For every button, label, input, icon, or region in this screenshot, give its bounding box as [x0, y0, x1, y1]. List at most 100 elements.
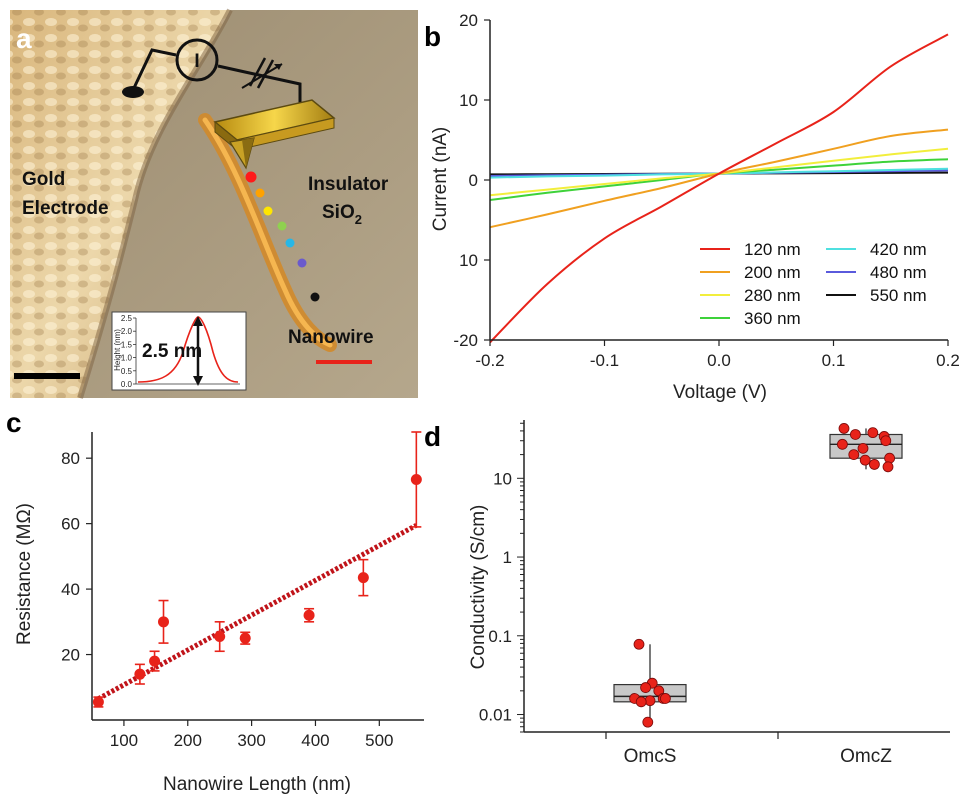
measurement-dot — [245, 171, 257, 183]
panel-c-xtick-label: 100 — [110, 731, 138, 750]
data-point — [303, 609, 315, 621]
box-data-point — [859, 454, 871, 466]
inset-tick-label: 1.0 — [121, 354, 133, 363]
afm-tip-icon — [213, 99, 336, 170]
data-point — [158, 616, 170, 628]
panel-c-label: c — [6, 407, 22, 438]
box-data-point — [869, 459, 880, 470]
measurement-dot — [263, 206, 273, 216]
panel-c-xtick-label: 300 — [237, 731, 265, 750]
panel-b-ylabel: Current (nA) — [430, 127, 451, 232]
measurement-dots — [245, 171, 320, 302]
panel-c-xlabel: Nanowire Length (nm) — [163, 774, 351, 795]
panel-b-xtick-label: -0.1 — [590, 351, 619, 370]
box-data-point — [837, 438, 848, 450]
panel-b-xtick-label: 0.0 — [707, 351, 731, 370]
panel-a-micrograph: I a Gold Electrode Insulator SiO2 Nanowi… — [10, 8, 418, 399]
panel-c-xtick-label: 400 — [301, 731, 329, 750]
panel-d-label: d — [424, 421, 441, 452]
linear-fit-line — [97, 523, 418, 701]
panel-b-ytick-label: 10 — [459, 251, 478, 270]
panel-b-xlabel: Voltage (V) — [673, 382, 767, 403]
panel-b-xtick-label: 0.2 — [936, 351, 960, 370]
panel-c-xtick-label: 200 — [174, 731, 202, 750]
panel-c-ytick-label: 60 — [61, 515, 80, 534]
measurement-dot — [310, 292, 320, 302]
box-data-point — [635, 696, 647, 708]
panel-c-xtick-label: 500 — [365, 731, 393, 750]
panel-b-ytick-label: -20 — [453, 331, 478, 350]
inset-tick-label: 2.0 — [121, 327, 133, 336]
measurement-dot — [297, 258, 307, 268]
ammeter-symbol: I — [194, 51, 199, 72]
panel-d-ytick-label: 0.1 — [488, 627, 512, 646]
panel-a-label: a — [16, 23, 32, 54]
box-data-point — [848, 449, 860, 460]
box-data-point — [633, 638, 645, 650]
legend-entry: 120 nm — [744, 240, 801, 259]
sio2-subscript: 2 — [355, 212, 362, 227]
data-point — [92, 696, 104, 708]
panel-c-ytick-label: 20 — [61, 646, 80, 665]
panel-c-ylabel: Resistance (MΩ) — [14, 503, 35, 645]
data-point — [239, 632, 251, 644]
box-data-point — [882, 461, 894, 473]
height-annotation: 2.5 nm — [142, 341, 202, 362]
legend-entry: 200 nm — [744, 263, 801, 282]
measurement-dot — [285, 238, 295, 248]
panel-d-category-label: OmcS — [624, 746, 677, 767]
inset-tick-label: 0.0 — [121, 380, 133, 389]
panel-b-ytick-label: 0 — [469, 171, 478, 190]
panel-b-xtick-label: 0.1 — [822, 351, 846, 370]
legend-entry: 480 nm — [870, 263, 927, 282]
nanowire-highlight — [202, 117, 333, 348]
box-data-point — [838, 423, 850, 434]
box-data-point — [642, 716, 654, 728]
panel-b-label: b — [424, 21, 441, 52]
panel-c-ytick-label: 80 — [61, 449, 80, 468]
panel-b-ytick-label: 10 — [459, 91, 478, 110]
gold-texture — [10, 10, 230, 398]
box-data-point — [867, 427, 879, 439]
legend-entry: 280 nm — [744, 286, 801, 305]
panel-b-iv-curves: b -20 10 0 10 20 -0.2 -0.1 0.0 0.1 0.2 120 nm 200 … — [424, 11, 960, 403]
panel-c-resistance: c 20 40 60 80 100 200 300 400 500 Nanowire Lengt… — [6, 407, 424, 795]
sio2-label: SiO2 — [322, 202, 362, 227]
box-data-point — [850, 429, 861, 440]
iv-curve-360nm — [489, 158, 949, 201]
box-data-point — [857, 442, 869, 454]
gold-label-line2: Electrode — [22, 198, 109, 219]
data-point — [214, 631, 226, 643]
insulator-label: Insulator — [308, 174, 389, 195]
data-point — [134, 668, 146, 680]
inset-tick-label: 2.5 — [121, 314, 133, 323]
panel-d-ylabel: Conductivity (S/cm) — [468, 505, 489, 670]
box-data-point — [660, 693, 671, 704]
panel-d-ytick-label: 1 — [503, 548, 512, 567]
height-profile-inset: 0.0 0.5 1.0 1.5 2.0 2.5 Height (nm) 2.5 nm — [111, 311, 247, 391]
panel-c-ytick-label: 40 — [61, 580, 80, 599]
data-point — [357, 572, 369, 584]
iv-curve-120nm — [489, 33, 949, 344]
box-data-point — [640, 682, 651, 693]
data-point — [410, 473, 422, 485]
panel-d-ytick-label: 0.01 — [479, 706, 512, 725]
nanowire-label: Nanowire — [288, 327, 374, 348]
gold-label-line1: Gold — [22, 169, 65, 190]
legend-entry: 420 nm — [870, 240, 927, 259]
box-data-point — [644, 695, 656, 707]
legend-entry: 360 nm — [744, 309, 801, 328]
box-data-point — [880, 435, 892, 447]
panel-d-ytick-label: 10 — [493, 469, 512, 488]
measurement-dot — [277, 221, 287, 231]
electrode-contact-icon — [122, 86, 144, 98]
panel-d-category-label: OmcZ — [840, 746, 892, 767]
electrode-edge — [77, 8, 233, 399]
measurement-dot — [255, 188, 265, 198]
ammeter-icon — [175, 38, 219, 82]
inset-tick-label: 1.5 — [121, 340, 133, 349]
inset-tick-label: 0.5 — [121, 367, 133, 376]
panel-d-conductivity: d 0.01 0.1 1 10 OmcS OmcZ Conductivity (S/cm) — [424, 420, 950, 767]
inset-ylabel: Height (nm) — [113, 329, 122, 371]
iv-curve-200nm — [489, 128, 949, 229]
